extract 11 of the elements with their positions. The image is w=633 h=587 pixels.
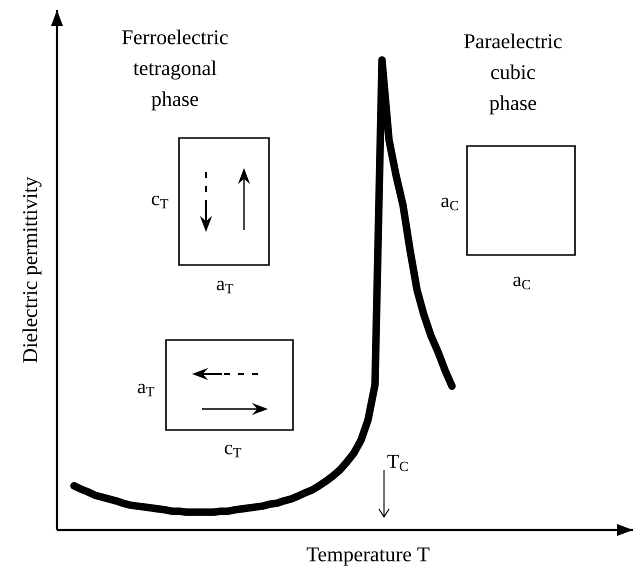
annotation: a$_{C}$ [441,198,458,210]
text: Paraelectric cubic phase [464,34,562,114]
annotation: Ferroelectric tetragonal phase [122,30,228,110]
annotation: a$_{T}$ [138,384,154,396]
x-axis-title: Temperature T [306,548,430,566]
text: a$_{C}$ [513,276,530,290]
annotation: a$_{T}$ [216,280,234,294]
annotation: c$_{T}$ [224,444,242,458]
annotation: c$_{T}$ [152,196,168,208]
annotation: T$_{C}$ [387,454,408,472]
y-axis-title: Dielectric permittivity [22,176,42,363]
